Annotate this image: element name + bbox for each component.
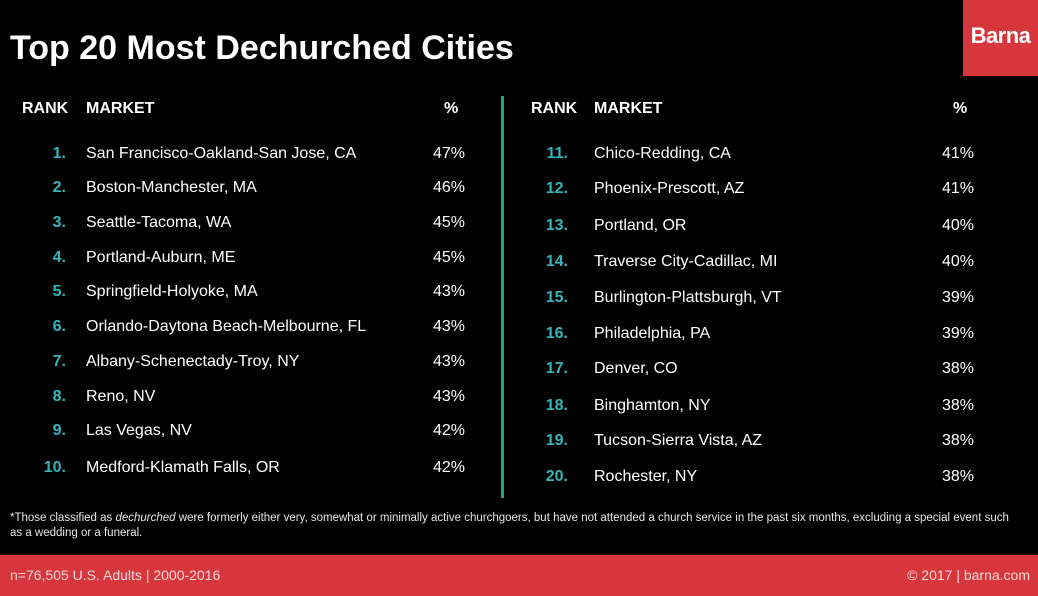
market-14: Traverse City-Cadillac, MI xyxy=(594,253,778,270)
pct-11: 41% xyxy=(941,145,974,162)
pct-5: 43% xyxy=(432,283,465,300)
footnote-prefix: *Those classified as xyxy=(10,512,116,524)
pct-3: 45% xyxy=(432,214,465,231)
market-9: Las Vegas, NV xyxy=(86,422,192,439)
pct-7: 43% xyxy=(432,353,465,370)
rank-20: 20. xyxy=(545,468,568,485)
market-12: Phoenix-Prescott, AZ xyxy=(594,180,745,197)
market-3: Seattle-Tacoma, WA xyxy=(86,214,232,231)
market-10: Medford-Klamath Falls, OR xyxy=(86,459,280,476)
rank-7: 7. xyxy=(52,353,66,370)
rank-17: 17. xyxy=(545,360,568,377)
pct-6: 43% xyxy=(432,318,465,335)
pct-18: 38% xyxy=(941,397,974,414)
market-7: Albany-Schenectady-Troy, NY xyxy=(86,353,300,370)
footnote-term: dechurched xyxy=(115,512,176,524)
rank-10: 10. xyxy=(43,459,66,476)
rank-9: 9. xyxy=(52,422,66,439)
pct-2: 46% xyxy=(432,179,465,196)
market-13: Portland, OR xyxy=(594,217,687,234)
page-title: Top 20 Most Dechurched Cities xyxy=(10,29,514,67)
market-11: Chico-Redding, CA xyxy=(594,145,731,162)
market-8: Reno, NV xyxy=(86,388,156,405)
rank-4: 4. xyxy=(52,249,66,266)
market-17: Denver, CO xyxy=(594,360,678,377)
pct-16: 39% xyxy=(941,325,974,342)
header-pct-left: % xyxy=(444,100,459,117)
pct-4: 45% xyxy=(432,249,465,266)
market-1: San Francisco-Oakland-San Jose, CA xyxy=(86,145,357,162)
footnote: *Those classified as dechurched were for… xyxy=(10,511,1020,541)
market-6: Orlando-Daytona Beach-Melbourne, FL xyxy=(86,318,367,335)
pct-14: 40% xyxy=(941,253,974,270)
rank-5: 5. xyxy=(52,283,66,300)
market-4: Portland-Auburn, ME xyxy=(86,249,236,266)
market-5: Springfield-Holyoke, MA xyxy=(86,283,258,300)
pct-17: 38% xyxy=(941,360,974,377)
rank-18: 18. xyxy=(545,397,568,414)
rank-14: 14. xyxy=(545,253,568,270)
market-2: Boston-Manchester, MA xyxy=(86,179,257,196)
sample-size: n=76,505 U.S. Adults | 2000-2016 xyxy=(10,567,221,583)
header-rank-right: RANK xyxy=(531,100,578,117)
rank-11: 11. xyxy=(546,145,568,162)
rank-3: 3. xyxy=(52,214,66,231)
pct-20: 38% xyxy=(941,468,974,485)
rank-12: 12. xyxy=(545,180,568,197)
header-rank-left: RANK xyxy=(22,100,69,117)
rank-2: 2. xyxy=(52,179,66,196)
market-16: Philadelphia, PA xyxy=(594,325,711,342)
column-divider xyxy=(501,96,504,498)
barna-logo: Barna xyxy=(963,0,1038,76)
rank-15: 15. xyxy=(545,289,568,306)
copyright: © 2017 | barna.com xyxy=(907,567,1030,583)
market-19: Tucson-Sierra Vista, AZ xyxy=(594,432,763,449)
market-20: Rochester, NY xyxy=(594,468,698,485)
rank-19: 19. xyxy=(545,432,568,449)
market-18: Binghamton, NY xyxy=(594,397,711,414)
rank-6: 6. xyxy=(52,318,66,335)
header-market-right: MARKET xyxy=(594,100,663,117)
market-15: Burlington-Plattsburgh, VT xyxy=(594,289,782,306)
rank-8: 8. xyxy=(52,388,66,405)
pct-10: 42% xyxy=(432,459,465,476)
pct-13: 40% xyxy=(941,217,974,234)
footnote-suffix: were formerly either very, somewhat or m… xyxy=(10,512,1009,539)
rank-13: 13. xyxy=(545,217,568,234)
pct-12: 41% xyxy=(941,180,974,197)
rank-1: 1. xyxy=(52,145,66,162)
footer-bar: n=76,505 U.S. Adults | 2000-2016 © 2017 … xyxy=(0,555,1038,596)
pct-1: 47% xyxy=(432,145,465,162)
pct-19: 38% xyxy=(941,432,974,449)
pct-8: 43% xyxy=(432,388,465,405)
rank-16: 16. xyxy=(545,325,568,342)
pct-9: 42% xyxy=(432,422,465,439)
header-pct-right: % xyxy=(953,100,968,117)
header-market-left: MARKET xyxy=(86,100,155,117)
pct-15: 39% xyxy=(941,289,974,306)
